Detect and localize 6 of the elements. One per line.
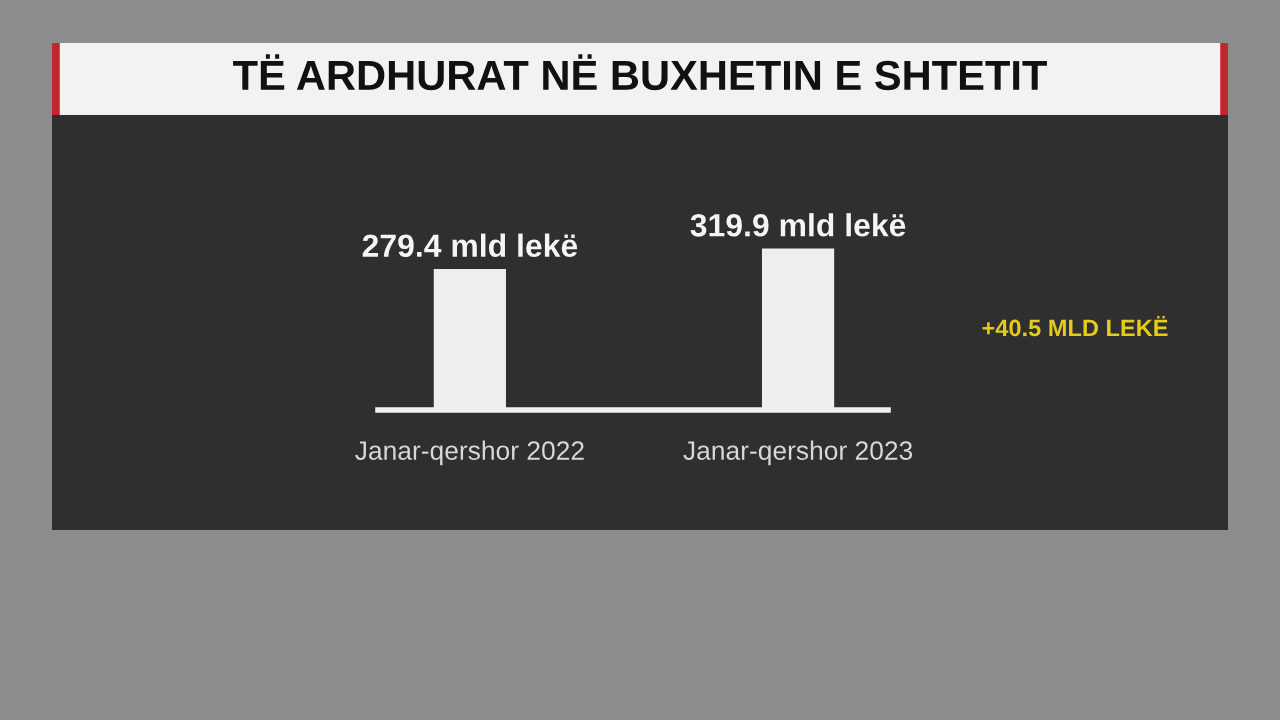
text: +40.5 MLD LEKË — [982, 315, 1168, 337]
data-label: 319.9 mld lekë — [690, 213, 906, 237]
chart-title: TË ARDHURAT NË BUXHETIN E SHTETIT — [233, 54, 1047, 91]
x-tick-label: Janar-qershor 2023 — [683, 440, 913, 466]
data-label: 279.4 mld lekë — [362, 233, 578, 258]
x-tick-label: Janar-qershor 2022 — [355, 440, 584, 466]
